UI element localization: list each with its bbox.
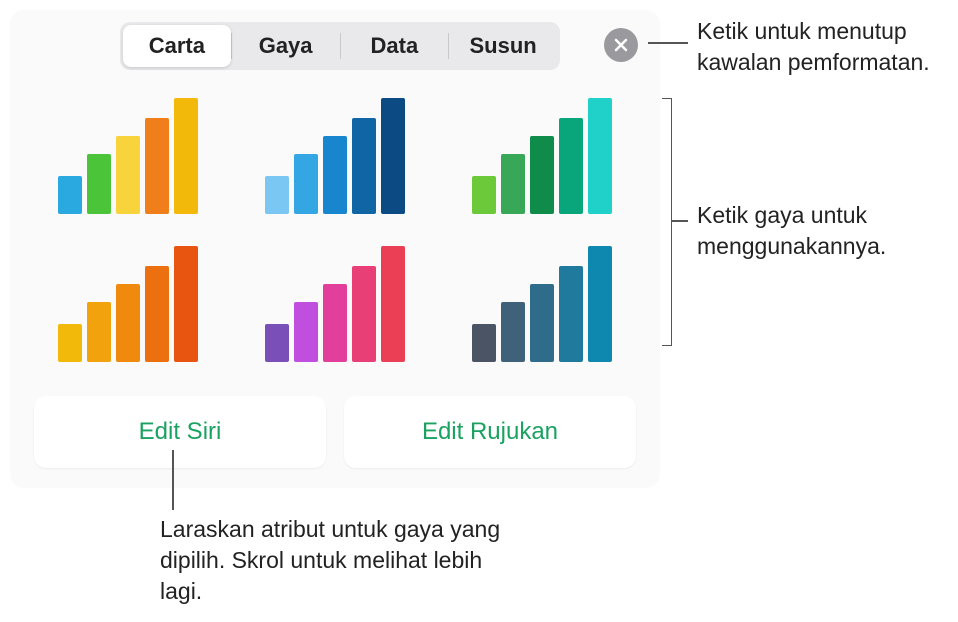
swatch-bar (381, 246, 405, 362)
swatch-bar (58, 324, 82, 362)
swatch-bar (323, 136, 347, 214)
swatch-bar (58, 176, 82, 214)
chart-style-swatch-0[interactable] (50, 98, 207, 218)
chart-style-grid (28, 98, 642, 366)
callout-line (672, 220, 688, 222)
swatch-bar (530, 284, 554, 362)
swatch-bar (472, 176, 496, 214)
swatch-bar (588, 98, 612, 214)
chart-style-swatch-3[interactable] (50, 246, 207, 366)
close-button[interactable] (604, 28, 638, 62)
chart-style-swatch-4[interactable] (257, 246, 414, 366)
format-panel: Carta Gaya Data Susun Edit Siri Edit Ruj… (10, 10, 660, 488)
tab-data[interactable]: Data (341, 25, 449, 67)
swatch-bar (559, 118, 583, 214)
swatch-bar (174, 246, 198, 362)
swatch-bar (559, 266, 583, 362)
chart-style-swatch-2[interactable] (463, 98, 620, 218)
swatch-bar (588, 246, 612, 362)
action-row: Edit Siri Edit Rujukan (28, 396, 642, 468)
callout-line (648, 42, 688, 44)
swatch-bar (145, 118, 169, 214)
swatch-bar (472, 324, 496, 362)
swatch-bar (294, 302, 318, 362)
tab-gaya[interactable]: Gaya (232, 25, 340, 67)
swatch-bar (381, 98, 405, 214)
swatch-bar (265, 176, 289, 214)
swatch-bar (294, 154, 318, 214)
swatch-bar (530, 136, 554, 214)
chart-style-swatch-1[interactable] (257, 98, 414, 218)
swatch-bar (87, 154, 111, 214)
callout-close: Ketik untuk menutup kawalan pemformatan. (697, 16, 947, 78)
swatch-bar (501, 302, 525, 362)
swatch-bar (265, 324, 289, 362)
tab-carta[interactable]: Carta (123, 25, 231, 67)
swatch-bar (352, 118, 376, 214)
close-icon (613, 37, 629, 53)
swatch-bar (116, 136, 140, 214)
swatch-bar (87, 302, 111, 362)
callout-bracket (662, 98, 672, 346)
tab-susun[interactable]: Susun (449, 25, 557, 67)
swatch-bar (145, 266, 169, 362)
callout-styles: Ketik gaya untuk menggunakannya. (697, 200, 957, 262)
swatch-bar (501, 154, 525, 214)
edit-series-button[interactable]: Edit Siri (34, 396, 326, 468)
swatch-bar (116, 284, 140, 362)
edit-references-button[interactable]: Edit Rujukan (344, 396, 636, 468)
swatch-bar (174, 98, 198, 214)
swatch-bar (352, 266, 376, 362)
swatch-bar (323, 284, 347, 362)
callout-attributes: Laraskan atribut untuk gaya yang dipilih… (160, 514, 530, 607)
chart-style-swatch-5[interactable] (463, 246, 620, 366)
segmented-control: Carta Gaya Data Susun (120, 22, 560, 70)
tab-row: Carta Gaya Data Susun (28, 22, 642, 70)
callout-line (172, 450, 174, 510)
